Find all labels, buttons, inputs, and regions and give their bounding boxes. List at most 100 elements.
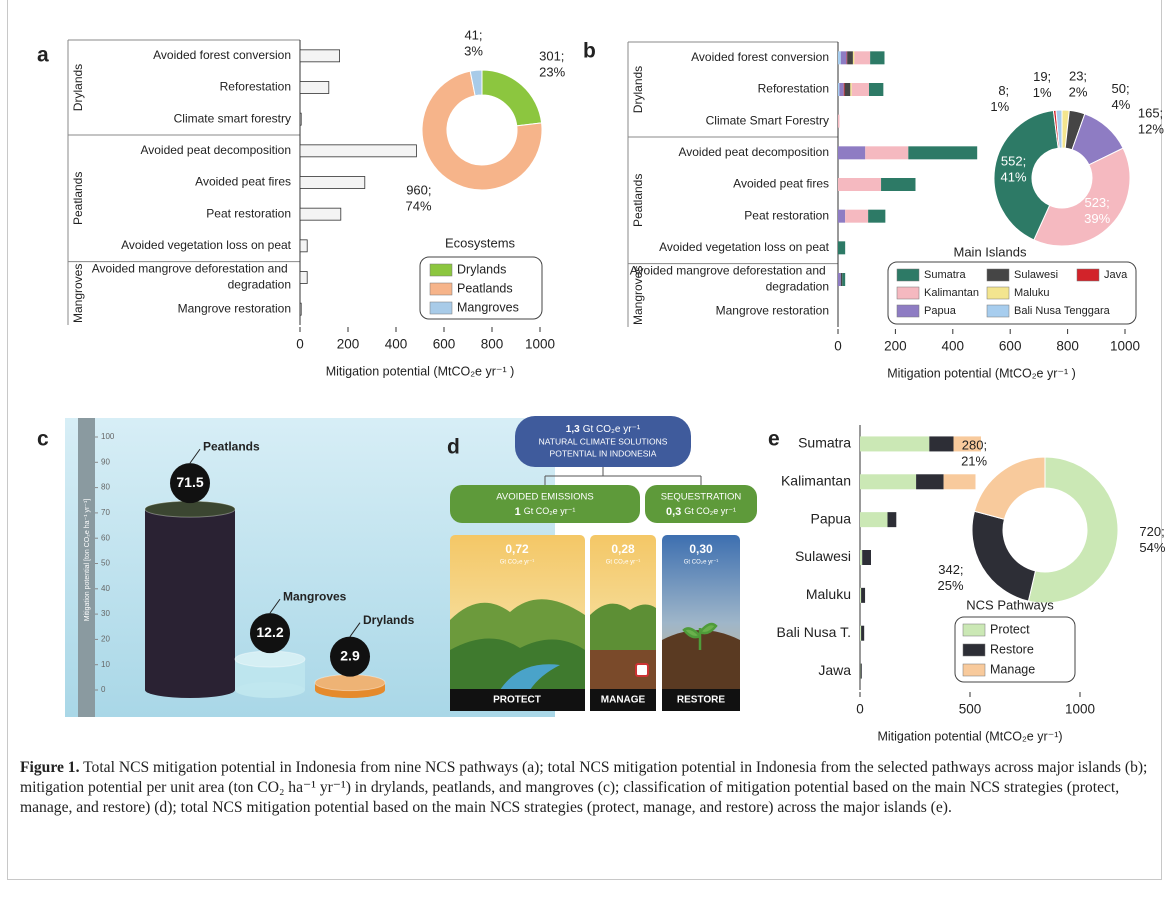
bar-segment [860,550,863,565]
donut-percent-label: 54% [1139,540,1165,555]
card-label: MANAGE [601,695,646,706]
card-value: 0,30 [689,542,713,556]
category-label: Avoided peat decomposition [140,143,291,157]
card-footer [590,689,656,711]
bar-segment [838,178,882,191]
y-tick-label: 10 [101,660,110,669]
donut-value-label: 50; [1112,82,1130,97]
bar-segment [953,436,981,452]
cylinder-top-shade [235,651,305,668]
panel-letter: a [37,44,49,67]
category-label: Avoided forest conversion [153,48,291,62]
root-box [515,416,691,467]
category-label: Peatlands [203,439,260,453]
bar [299,302,302,316]
bar [299,239,308,253]
bar-segment [887,512,897,528]
donut-value-label: 720; [1139,524,1164,539]
donut-value-label: 41; [464,28,482,43]
legend-swatch [1076,268,1100,282]
illustration [450,638,585,690]
x-tick-label: 400 [385,337,408,352]
x-tick-label: 400 [942,339,965,354]
x-axis-label: Mitigation potential (MtCO₂e yr⁻¹) [877,729,1062,743]
caption-text: Total NCS mitigation potential in Indone… [20,759,1148,816]
bar-segment [838,241,846,255]
panel-letter: d [447,436,460,459]
bar-segment [838,51,841,65]
bar-segment [929,436,954,452]
category-label: Kalimantan [781,472,851,488]
donut-percent-label: 3% [464,44,483,59]
donut-percent-label: 4% [1112,98,1131,113]
category-label: Mangrove restoration [178,301,291,315]
x-tick-label: 200 [884,339,907,354]
label-leader [269,598,281,614]
y-tick-label: 100 [101,432,115,441]
cylinder [145,509,235,690]
legend-swatch [962,663,986,677]
donut-label: 720; 54% [1139,524,1165,555]
donut-percent-label: 1% [1033,86,1052,101]
bar-segment [845,209,869,223]
legend-label: Sulawesi [1014,269,1058,281]
panel-letter: e [768,428,780,451]
bar-segment [860,436,930,452]
y-tick-label: 80 [101,483,110,492]
legend-swatch [896,304,920,318]
bar-segment [838,273,841,286]
panel-c-axis-band [78,418,95,717]
legend-label: Bali Nusa Tenggara [1014,305,1111,317]
donut-slice [993,109,1059,241]
category-label: Maluku [806,586,851,602]
category-label-line: Avoided mangrove deforestation and [92,262,291,276]
branch-title: SEQUESTRATION [661,492,742,503]
bar-segment [860,474,917,490]
legend-label: Protect [990,622,1030,636]
legend-swatch [962,623,986,637]
x-tick-label: 0 [834,339,842,354]
category-label: Drylands [363,613,415,627]
category-label: Avoided peat fires [733,177,829,191]
donut-slice [421,70,543,191]
y-tick-label: 0 [101,685,106,694]
donut-percent-label: 23% [539,65,565,80]
legend-swatch [962,643,986,657]
donut-slice [1033,147,1131,247]
panel-letter: c [37,428,49,451]
legend-label: Manage [990,662,1035,676]
category-label: Mangroves [283,589,347,603]
x-tick-label: 500 [959,702,982,717]
group-label: Mangroves [631,266,645,325]
branch-unit: Gt CO₂e yr⁻¹ [524,506,576,516]
category-label: Jawa [818,662,851,678]
donut-slice [971,510,1037,602]
category-label-line: degradation [228,278,291,292]
branch-box [450,485,640,523]
bar-segment [870,51,885,65]
value-label: 12.2 [256,624,283,640]
x-tick-label: 0 [856,702,864,717]
y-tick-label: 20 [101,635,110,644]
legend-label: Sumatra [924,269,966,281]
category-label: Reforestation [758,82,829,96]
x-axis-label: Mitigation potential (MtCO₂e yr⁻¹ ) [326,364,515,378]
root-value: 1,3 [566,424,580,435]
legend-label: Papua [924,305,957,317]
y-tick-label: 60 [101,533,110,542]
legend-title: Ecosystems [445,235,516,250]
y-tick-label: 50 [101,559,110,568]
bar-segment [854,51,871,65]
category-label: Climate Smart Forestry [706,113,829,127]
connector [544,467,702,485]
donut-label: 301; 23% [539,49,565,80]
category-label: Papua [811,510,852,526]
donut-label: 960; 74% [405,183,431,214]
card-value: 0,28 [611,542,635,556]
y-tick-label: 70 [101,508,110,517]
bar-segment [838,114,840,128]
branch-value: 1 [515,506,521,518]
bar-segment [868,83,884,96]
bar-segment [838,209,846,223]
